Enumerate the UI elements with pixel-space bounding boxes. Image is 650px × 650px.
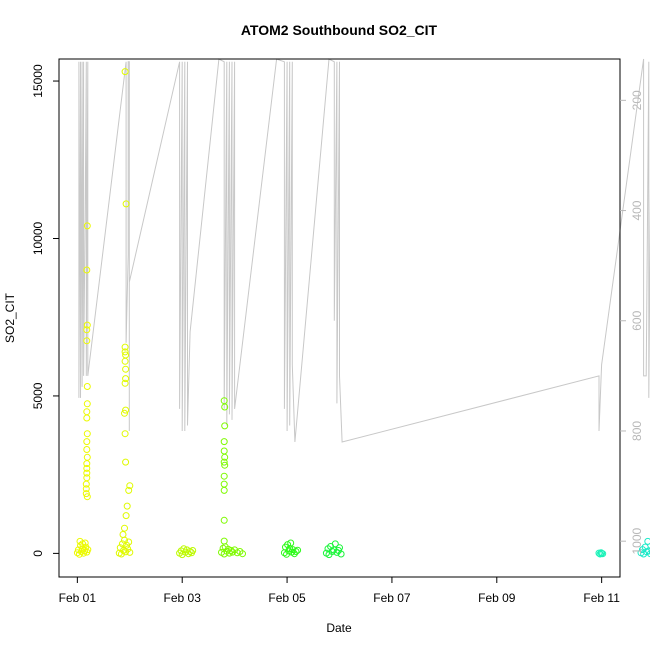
data-point-group-1: [121, 68, 129, 76]
x-tick-label: Feb 09: [478, 591, 516, 605]
x-axis: Feb 01 Feb 03 Feb 05 Feb 07 Feb 09 Feb 11: [59, 576, 620, 605]
data-point-group-3: [239, 550, 246, 558]
chart-title: ATOM2 Southbound SO2_CIT: [241, 22, 438, 38]
data-point-group-3: [221, 461, 229, 469]
data-point-group-1: [119, 531, 127, 538]
x-tick-label: Feb 01: [59, 591, 97, 605]
data-point-group-3: [220, 537, 228, 545]
data-point-group-0: [79, 540, 87, 548]
data-point-group-3: [220, 516, 228, 524]
data-point-group-0: [83, 469, 91, 477]
x-tick-label: Feb 11: [583, 591, 620, 605]
data-point-group-1: [126, 482, 134, 490]
data-point-group-1: [122, 365, 130, 373]
data-point-group-0: [83, 408, 91, 416]
data-point-group-3: [220, 486, 228, 494]
data-point-group-0: [83, 493, 91, 501]
data-point-group-2: [180, 545, 188, 553]
secondary-y-tick-label: 400: [630, 200, 644, 220]
secondary-y-axis: 200 400 600 800 1000: [620, 90, 644, 555]
secondary-y-tick-label: 200: [630, 90, 644, 110]
y-tick-label: 10000: [31, 221, 45, 255]
secondary-trace-line: [78, 58, 650, 443]
data-point-group-0: [83, 222, 91, 230]
data-point-group-7: [644, 537, 650, 545]
data-point-group-0: [83, 266, 91, 274]
y-tick-label: 15000: [31, 64, 45, 98]
data-point-group-1: [124, 545, 132, 553]
data-point-group-1: [118, 540, 126, 548]
data-point-group-3: [220, 447, 228, 455]
data-point-group-0: [83, 464, 91, 472]
data-point-group-1: [122, 351, 130, 359]
data-point-group-3: [220, 397, 228, 405]
data-point-group-3: [227, 547, 235, 554]
data-point-group-0: [83, 383, 91, 390]
data-point-group-7: [646, 550, 650, 558]
data-point-group-0: [83, 326, 91, 334]
data-point-group-3: [221, 422, 229, 430]
data-point-group-5: [336, 544, 343, 552]
data-point-group-0: [83, 400, 91, 408]
data-point-group-0: [83, 414, 91, 422]
data-point-group-4: [292, 548, 300, 555]
data-point-group-3: [220, 438, 228, 446]
data-point-group-1: [121, 524, 128, 532]
data-point-group-1: [121, 379, 129, 387]
data-point-group-1: [121, 343, 129, 351]
data-point-group-0: [83, 321, 91, 329]
data-point-group-7: [648, 547, 650, 553]
data-point-group-7: [645, 547, 650, 555]
data-point-group-5: [331, 540, 339, 548]
data-point-group-7: [641, 543, 649, 551]
data-point-group-1: [126, 548, 134, 556]
data-point-group-1: [121, 430, 129, 438]
secondary-y-tick-label: 1000: [630, 528, 644, 555]
data-point-group-3: [220, 480, 228, 488]
data-point-group-1: [122, 406, 130, 414]
data-point-group-3: [220, 458, 228, 466]
data-point-group-0: [83, 453, 91, 461]
data-point-group-3: [220, 472, 228, 480]
data-point-group-0: [83, 446, 91, 453]
data-point-group-0: [83, 438, 91, 446]
data-point-group-6: [599, 550, 607, 558]
data-point-group-0: [83, 474, 91, 482]
data-point-group-1: [123, 502, 131, 510]
x-axis-title: Date: [326, 621, 352, 635]
y-tick-label: 5000: [31, 382, 45, 409]
data-point-group-0: [81, 547, 89, 554]
data-point-group-1: [117, 550, 125, 558]
x-tick-label: Feb 07: [373, 591, 411, 605]
data-point-group-1: [121, 348, 129, 356]
data-point-group-5: [337, 550, 345, 558]
data-point-group-0: [83, 430, 91, 438]
data-point-group-1: [125, 538, 133, 546]
secondary-trace-group: [78, 58, 650, 443]
data-point-group-2: [189, 547, 197, 554]
data-point-group-1: [122, 375, 130, 383]
data-point-group-0: [84, 546, 92, 554]
data-point-group-1: [122, 458, 130, 466]
secondary-y-tick-label: 600: [630, 310, 644, 330]
data-point-group-3: [229, 548, 236, 556]
data-point-group-1: [121, 409, 128, 417]
data-point-group-4: [287, 539, 295, 547]
data-point-group-0: [82, 485, 90, 493]
data-point-group-1: [122, 512, 130, 520]
secondary-y-tick-label: 800: [630, 421, 644, 441]
data-point-group-1: [121, 357, 129, 365]
y-axis-title: SO2_CIT: [3, 292, 17, 343]
data-point-group-1: [122, 200, 130, 208]
x-tick-label: Feb 05: [268, 591, 306, 605]
data-point-group-4: [294, 546, 302, 554]
x-tick-label: Feb 03: [164, 591, 202, 605]
y-tick-label: 0: [31, 550, 45, 557]
y-axis: 0 5000 10000 15000: [31, 64, 59, 557]
data-point-group-0: [82, 490, 90, 498]
data-point-group-1: [125, 486, 133, 494]
data-point-group-0: [83, 337, 91, 345]
data-points-group: [73, 68, 650, 559]
